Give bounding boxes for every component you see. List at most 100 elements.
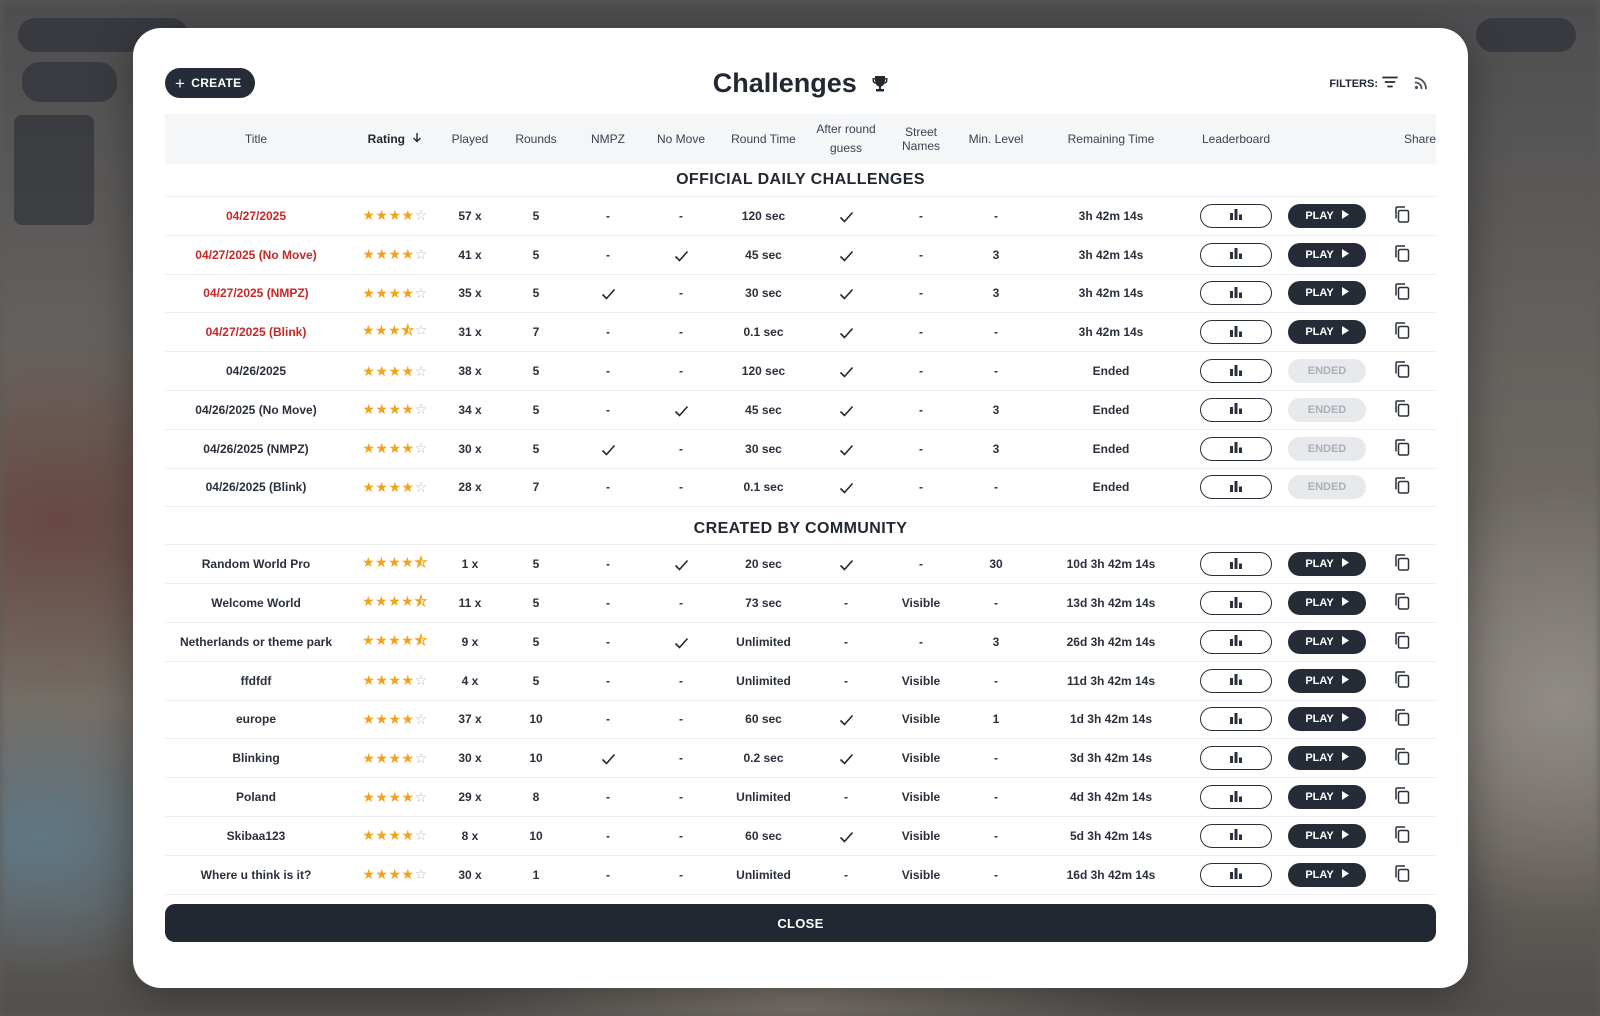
check-icon	[674, 403, 689, 417]
play-button[interactable]: PLAY	[1288, 320, 1366, 345]
challenge-title[interactable]: Netherlands or theme park	[179, 634, 333, 649]
copy-icon[interactable]	[1394, 826, 1410, 846]
leaderboard-button[interactable]	[1200, 629, 1272, 654]
leaderboard-button[interactable]	[1200, 552, 1272, 577]
star-full-icon: ★	[401, 593, 415, 610]
col-after-round-guess[interactable]: After round guess	[816, 122, 876, 155]
min-level-value: 30	[989, 557, 1003, 572]
copy-icon[interactable]	[1394, 361, 1410, 381]
challenge-title[interactable]: Blinking	[232, 751, 280, 766]
col-rating[interactable]: Rating	[347, 132, 443, 147]
play-label: PLAY	[1305, 868, 1334, 881]
star-empty-icon: ☆	[414, 284, 428, 301]
challenge-title[interactable]: 04/27/2025 (NMPZ)	[203, 286, 309, 301]
copy-icon[interactable]	[1394, 670, 1410, 691]
bar-chart-icon	[1229, 712, 1243, 727]
leaderboard-button[interactable]	[1200, 436, 1272, 461]
play-button[interactable]: PLAY	[1288, 552, 1366, 577]
played-count: 1 x	[461, 557, 479, 572]
rounds-count: 7	[532, 325, 540, 340]
leaderboard-button[interactable]	[1200, 397, 1272, 422]
leaderboard-button[interactable]	[1200, 591, 1272, 616]
leaderboard-button[interactable]	[1200, 862, 1272, 887]
col-no-move[interactable]: No Move	[656, 132, 706, 146]
challenge-title[interactable]: Skibaa123	[226, 828, 286, 843]
after-round-guess-value	[806, 248, 886, 262]
challenge-title[interactable]: europe	[235, 712, 276, 727]
leaderboard-button[interactable]	[1200, 785, 1272, 810]
table-row: 04/27/2025 (No Move) ★★★★☆ 41 x 5-45 sec -3 3…	[165, 236, 1436, 275]
play-button[interactable]: PLAY	[1288, 281, 1366, 306]
remaining-time-value: Ended	[1092, 480, 1130, 495]
share-cell	[1368, 826, 1436, 846]
challenge-title[interactable]: Where u think is it?	[200, 867, 312, 882]
copy-icon[interactable]	[1394, 632, 1410, 652]
challenge-title[interactable]: 04/26/2025 (NMPZ)	[203, 441, 309, 456]
filters-button[interactable]: FILTERS:	[1329, 76, 1398, 91]
copy-icon[interactable]	[1394, 322, 1410, 342]
star-full-icon: ★	[388, 401, 402, 418]
played-count: 34 x	[458, 402, 482, 417]
create-button[interactable]: + CREATE	[165, 68, 256, 98]
round-time-value: 60 sec	[745, 712, 782, 727]
copy-icon[interactable]	[1394, 438, 1410, 459]
col-remaining-time[interactable]: Remaining Time	[1067, 132, 1155, 146]
leaderboard-button[interactable]	[1200, 475, 1272, 500]
challenge-title[interactable]: Welcome World	[211, 596, 301, 611]
play-button[interactable]: PLAY	[1288, 785, 1366, 810]
copy-icon[interactable]	[1394, 864, 1410, 885]
copy-icon[interactable]	[1394, 206, 1410, 226]
copy-icon[interactable]	[1394, 477, 1410, 497]
play-button[interactable]: PLAY	[1288, 203, 1366, 228]
leaderboard-button[interactable]	[1200, 281, 1272, 306]
remaining-time-value: 5d 3h 42m 14s	[1069, 828, 1153, 843]
play-button[interactable]: PLAY	[1288, 591, 1366, 616]
challenge-title[interactable]: 04/27/2025	[225, 208, 287, 223]
leaderboard-button[interactable]	[1200, 746, 1272, 771]
close-button[interactable]: CLOSE	[165, 904, 1436, 942]
leaderboard-cell	[1186, 552, 1286, 577]
play-button[interactable]: PLAY	[1288, 746, 1366, 771]
table-row: Welcome World ★★★★⯪ 11 x 5- -73 sec - Visible -…	[165, 584, 1436, 623]
leaderboard-button[interactable]	[1200, 203, 1272, 228]
challenge-title[interactable]: 04/26/2025 (Blink)	[205, 480, 307, 495]
challenge-title[interactable]: 04/27/2025 (Blink)	[205, 325, 307, 340]
copy-icon[interactable]	[1394, 554, 1410, 574]
copy-icon[interactable]	[1394, 748, 1410, 768]
col-title[interactable]: Title	[244, 132, 268, 146]
leaderboard-button[interactable]	[1200, 320, 1272, 345]
play-button[interactable]: PLAY	[1288, 707, 1366, 732]
col-played[interactable]: Played	[451, 132, 489, 146]
challenge-title[interactable]: Poland	[235, 790, 276, 805]
copy-icon[interactable]	[1394, 400, 1410, 420]
no-move-value: -	[679, 325, 683, 340]
copy-icon[interactable]	[1394, 244, 1410, 265]
play-label: ENDED	[1307, 442, 1347, 455]
challenge-title[interactable]: 04/27/2025 (No Move)	[195, 247, 317, 262]
play-button[interactable]: PLAY	[1288, 668, 1366, 693]
play-button[interactable]: PLAY	[1288, 242, 1366, 267]
col-street-names[interactable]: Street Names	[901, 125, 940, 153]
check-icon	[839, 403, 854, 417]
leaderboard-button[interactable]	[1200, 707, 1272, 732]
copy-icon[interactable]	[1394, 787, 1410, 807]
challenge-title[interactable]: 04/26/2025	[225, 364, 287, 379]
col-round-time[interactable]: Round Time	[731, 132, 796, 146]
challenge-title[interactable]: 04/26/2025 (No Move)	[195, 402, 317, 417]
copy-icon[interactable]	[1394, 593, 1410, 613]
play-button[interactable]: PLAY	[1288, 823, 1366, 848]
leaderboard-button[interactable]	[1200, 823, 1272, 848]
copy-icon[interactable]	[1394, 283, 1410, 303]
col-rounds[interactable]: Rounds	[515, 132, 557, 146]
copy-icon[interactable]	[1394, 709, 1410, 729]
challenge-title[interactable]: Random World Pro	[201, 557, 311, 572]
challenge-title[interactable]: ffdfdf	[240, 673, 272, 688]
col-nmpz[interactable]: NMPZ	[591, 132, 625, 146]
play-button[interactable]: PLAY	[1288, 629, 1366, 654]
col-min-level[interactable]: Min. Level	[968, 132, 1024, 146]
play-button[interactable]: PLAY	[1288, 862, 1366, 887]
leaderboard-button[interactable]	[1200, 668, 1272, 693]
rss-icon[interactable]	[1414, 76, 1428, 95]
leaderboard-button[interactable]	[1200, 359, 1272, 384]
leaderboard-button[interactable]	[1200, 242, 1272, 267]
